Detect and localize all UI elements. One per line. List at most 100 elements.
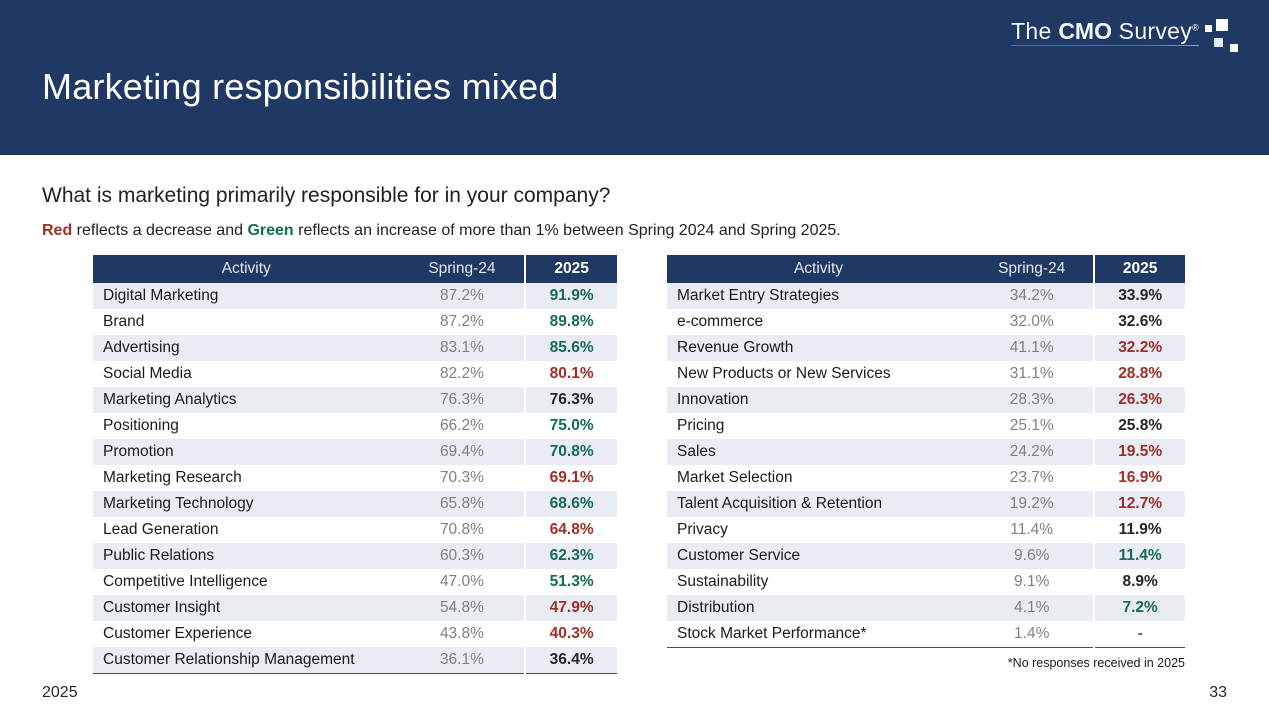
spring24-value: 41.1% bbox=[1009, 339, 1054, 356]
activity-cell: Innovation bbox=[677, 391, 749, 408]
spring24-value: 23.7% bbox=[1009, 469, 1054, 486]
spring24-value: 47.0% bbox=[439, 573, 484, 590]
activity-cell: Sales bbox=[677, 443, 716, 460]
survey-question: What is marketing primarily responsible … bbox=[42, 184, 611, 207]
logo-underline bbox=[1011, 45, 1199, 47]
column-header-2025: 2025 bbox=[1093, 255, 1185, 283]
table-row: Pricing 25.1% 25.8% bbox=[667, 413, 1185, 439]
spring24-value: 19.2% bbox=[1009, 495, 1054, 512]
table-row: Market Entry Strategies 34.2% 33.9% bbox=[667, 283, 1185, 309]
left-table-wrap: Activity Spring-24 2025 Digital Marketin… bbox=[93, 255, 617, 674]
registered-mark: ® bbox=[1192, 22, 1199, 33]
table-row: Public Relations 60.3% 62.3% bbox=[93, 543, 617, 569]
table-row: Revenue Growth 41.1% 32.2% bbox=[667, 335, 1185, 361]
spring24-value: 87.2% bbox=[439, 287, 484, 304]
spring24-value: 82.2% bbox=[439, 365, 484, 382]
column-header-activity: Activity bbox=[667, 255, 971, 283]
activity-cell: Brand bbox=[103, 313, 145, 330]
value-2025: 91.9% bbox=[524, 283, 617, 309]
legend-green-word: Green bbox=[247, 222, 294, 239]
table-row: Advertising 83.1% 85.6% bbox=[93, 335, 617, 361]
activity-cell: Marketing Technology bbox=[103, 495, 254, 512]
table-row: Customer Service 9.6% 11.4% bbox=[667, 543, 1185, 569]
table-header-row: Activity Spring-24 2025 bbox=[667, 255, 1185, 283]
value-2025: 32.6% bbox=[1093, 309, 1185, 335]
logo-the: The bbox=[1011, 18, 1059, 44]
spring24-value: 60.3% bbox=[439, 547, 484, 564]
activity-cell: Social Media bbox=[103, 365, 192, 382]
spring24-value: 83.1% bbox=[439, 339, 484, 356]
logo-squares-icon bbox=[1205, 18, 1245, 56]
spring24-value: 28.3% bbox=[1009, 391, 1054, 408]
table-row: Positioning 66.2% 75.0% bbox=[93, 413, 617, 439]
activity-cell: Public Relations bbox=[103, 547, 215, 564]
legend-tail-text: reflects an increase of more than 1% bet… bbox=[293, 222, 841, 239]
page-number: 33 bbox=[1209, 684, 1227, 701]
spring24-value: 25.1% bbox=[1009, 417, 1054, 434]
value-2025: 62.3% bbox=[524, 543, 617, 569]
table-row: e-commerce 32.0% 32.6% bbox=[667, 309, 1185, 335]
value-2025: 51.3% bbox=[524, 569, 617, 595]
table-row: Sustainability 9.1% 8.9% bbox=[667, 569, 1185, 595]
activity-cell: Positioning bbox=[103, 417, 179, 434]
value-2025: 16.9% bbox=[1093, 465, 1185, 491]
activity-cell: Advertising bbox=[103, 339, 180, 356]
value-2025: 80.1% bbox=[524, 361, 617, 387]
value-2025: 11.4% bbox=[1093, 543, 1185, 569]
cmo-survey-logo: The CMO Survey® bbox=[1011, 18, 1245, 56]
footer-year: 2025 bbox=[42, 684, 78, 701]
responsibilities-table-left: Activity Spring-24 2025 Digital Marketin… bbox=[93, 255, 617, 674]
activity-cell: Market Selection bbox=[677, 469, 793, 486]
activity-cell: Market Entry Strategies bbox=[677, 287, 839, 304]
value-2025: 25.8% bbox=[1093, 413, 1185, 439]
spring24-value: 87.2% bbox=[439, 313, 484, 330]
title-band: Marketing responsibilities mixed The CMO… bbox=[0, 0, 1269, 155]
activity-cell: Pricing bbox=[677, 417, 725, 434]
activity-cell: New Products or New Services bbox=[677, 365, 891, 382]
logo-square-icon bbox=[1205, 25, 1212, 32]
table-row: Stock Market Performance* 1.4% - bbox=[667, 621, 1185, 648]
activity-cell: Promotion bbox=[103, 443, 174, 460]
activity-cell: Marketing Research bbox=[103, 469, 242, 486]
table-row: Competitive Intelligence 47.0% 51.3% bbox=[93, 569, 617, 595]
table-row: Marketing Analytics 76.3% 76.3% bbox=[93, 387, 617, 413]
value-2025: 36.4% bbox=[524, 647, 617, 674]
spring24-value: 31.1% bbox=[1009, 365, 1054, 382]
column-header-spring24: Spring-24 bbox=[399, 255, 526, 283]
value-2025: 69.1% bbox=[524, 465, 617, 491]
activity-cell: Revenue Growth bbox=[677, 339, 794, 356]
value-2025: 19.5% bbox=[1093, 439, 1185, 465]
legend-red-word: Red bbox=[42, 222, 73, 239]
spring24-value: 32.0% bbox=[1009, 313, 1054, 330]
logo-square-icon bbox=[1214, 38, 1223, 47]
activity-cell: Customer Service bbox=[677, 547, 801, 564]
table-row: Marketing Technology 65.8% 68.6% bbox=[93, 491, 617, 517]
color-legend: Red reflects a decrease and Green reflec… bbox=[42, 221, 841, 241]
value-2025: 68.6% bbox=[524, 491, 617, 517]
footnote: *No responses received in 2025 bbox=[1007, 656, 1185, 670]
table-row: Sales 24.2% 19.5% bbox=[667, 439, 1185, 465]
tables-area: Activity Spring-24 2025 Digital Marketin… bbox=[93, 255, 1185, 674]
value-2025: 12.7% bbox=[1093, 491, 1185, 517]
table-row: Distribution 4.1% 7.2% bbox=[667, 595, 1185, 621]
table-header-row: Activity Spring-24 2025 bbox=[93, 255, 617, 283]
value-2025: 33.9% bbox=[1093, 283, 1185, 309]
value-2025: 7.2% bbox=[1093, 595, 1185, 621]
table-row: Customer Experience 43.8% 40.3% bbox=[93, 621, 617, 647]
table-row: Promotion 69.4% 70.8% bbox=[93, 439, 617, 465]
spring24-value: 34.2% bbox=[1009, 287, 1054, 304]
logo-square-icon bbox=[1216, 19, 1228, 31]
page-title: Marketing responsibilities mixed bbox=[42, 66, 559, 107]
value-2025: 47.9% bbox=[524, 595, 617, 621]
table-row: Talent Acquisition & Retention 19.2% 12.7% bbox=[667, 491, 1185, 517]
value-2025: 85.6% bbox=[524, 335, 617, 361]
spring24-value: 76.3% bbox=[439, 391, 484, 408]
value-2025: 64.8% bbox=[524, 517, 617, 543]
spring24-value: 66.2% bbox=[439, 417, 484, 434]
activity-cell: Lead Generation bbox=[103, 521, 219, 538]
spring24-value: 11.4% bbox=[1010, 521, 1054, 538]
activity-cell: Stock Market Performance* bbox=[667, 621, 971, 648]
table-row: Marketing Research 70.3% 69.1% bbox=[93, 465, 617, 491]
spring24-value: 65.8% bbox=[439, 495, 484, 512]
table-row: New Products or New Services 31.1% 28.8% bbox=[667, 361, 1185, 387]
